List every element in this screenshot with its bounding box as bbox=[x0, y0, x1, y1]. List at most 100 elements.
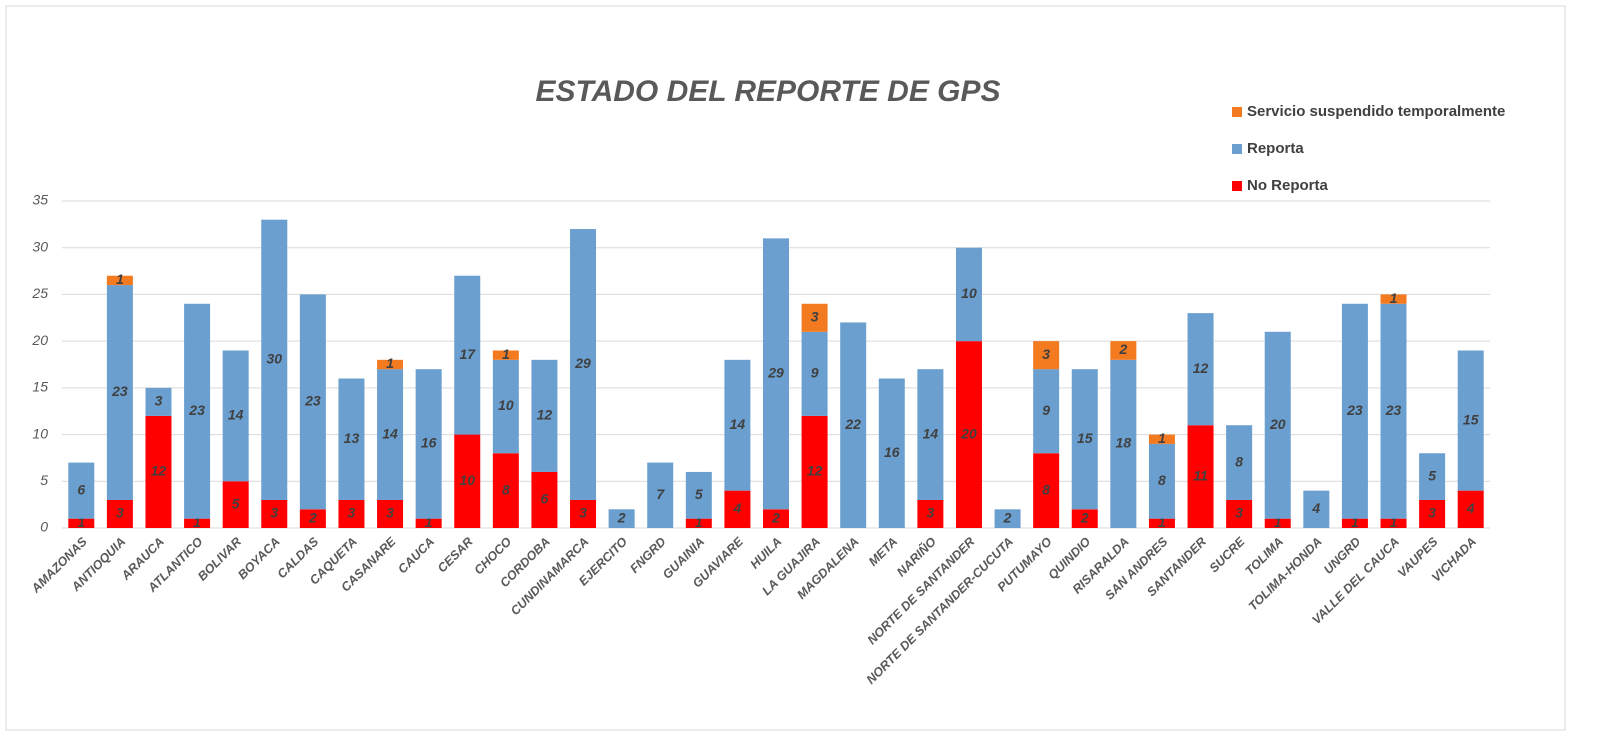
bar-segment bbox=[801, 331, 828, 416]
data-label: 1 bbox=[425, 514, 433, 530]
legend-swatch bbox=[1232, 144, 1242, 154]
data-label: 10 bbox=[459, 472, 475, 488]
data-label: 5 bbox=[695, 486, 703, 502]
bar-segment bbox=[299, 509, 326, 528]
data-label: 3 bbox=[1428, 505, 1436, 521]
data-label: 9 bbox=[811, 365, 819, 381]
bar-segment bbox=[1380, 518, 1407, 528]
y-tick-label: 35 bbox=[32, 192, 48, 208]
y-tick-label: 10 bbox=[32, 425, 48, 441]
data-label: 8 bbox=[1158, 472, 1166, 488]
bar-segment bbox=[184, 303, 211, 519]
bar-segment bbox=[801, 303, 828, 332]
bar-segment bbox=[531, 359, 558, 472]
data-label: 23 bbox=[1385, 402, 1402, 418]
bar-segment bbox=[377, 359, 404, 370]
bar-segment bbox=[1457, 350, 1484, 491]
bar-segment bbox=[647, 462, 674, 528]
bar-segment bbox=[531, 471, 558, 528]
bar-segment bbox=[338, 499, 365, 528]
data-label: 3 bbox=[811, 308, 819, 324]
bar-segment bbox=[106, 499, 133, 528]
data-label: 5 bbox=[232, 495, 240, 511]
y-tick-label: 30 bbox=[32, 238, 48, 254]
data-label: 3 bbox=[926, 505, 934, 521]
data-label: 18 bbox=[1116, 435, 1132, 451]
data-label: 10 bbox=[961, 285, 977, 301]
bar-segment bbox=[454, 275, 481, 435]
bar-segment bbox=[1148, 434, 1175, 444]
data-label: 23 bbox=[304, 393, 321, 409]
data-label: 14 bbox=[730, 416, 746, 432]
data-label: 17 bbox=[459, 346, 476, 362]
data-label: 3 bbox=[348, 505, 356, 521]
bar-segment bbox=[917, 499, 944, 528]
bar-segment bbox=[1380, 294, 1407, 304]
bar-segment bbox=[261, 499, 288, 528]
data-label: 15 bbox=[1077, 430, 1093, 446]
bar-segment bbox=[570, 499, 597, 528]
data-label: 8 bbox=[1042, 481, 1050, 497]
bar-segment bbox=[840, 322, 867, 528]
data-label: 2 bbox=[617, 509, 626, 525]
bar-segment bbox=[801, 415, 828, 528]
data-label: 3 bbox=[1235, 505, 1243, 521]
bar-segment bbox=[1110, 359, 1137, 528]
data-label: 12 bbox=[807, 463, 823, 479]
data-label: 4 bbox=[1311, 500, 1320, 516]
data-label: 12 bbox=[151, 463, 167, 479]
data-label: 1 bbox=[193, 514, 201, 530]
data-label: 15 bbox=[1463, 411, 1479, 427]
bar-segment bbox=[1148, 518, 1175, 528]
bar-segment bbox=[222, 481, 249, 528]
bar-segment bbox=[1264, 331, 1291, 519]
bar-segment bbox=[1110, 341, 1137, 360]
bar-segment bbox=[1264, 518, 1291, 528]
data-label: 13 bbox=[344, 430, 360, 446]
bar-segment bbox=[1187, 313, 1214, 426]
bar-segment bbox=[1033, 453, 1060, 528]
data-label: 1 bbox=[1158, 514, 1166, 530]
bar-segment bbox=[1341, 303, 1368, 519]
bar-segment bbox=[994, 509, 1021, 528]
data-label: 8 bbox=[1235, 453, 1243, 469]
y-tick-label: 0 bbox=[40, 519, 48, 535]
y-tick-label: 15 bbox=[32, 379, 48, 395]
data-label: 23 bbox=[111, 383, 128, 399]
data-label: 3 bbox=[116, 505, 124, 521]
data-label: 1 bbox=[1390, 290, 1398, 306]
data-label: 3 bbox=[270, 505, 278, 521]
data-label: 1 bbox=[116, 271, 124, 287]
bar-segment bbox=[261, 219, 288, 500]
data-label: 16 bbox=[421, 435, 437, 451]
bar-segment bbox=[1033, 369, 1060, 454]
bar-segment bbox=[454, 434, 481, 528]
data-label: 8 bbox=[502, 481, 510, 497]
bar-segment bbox=[106, 275, 133, 286]
data-label: 1 bbox=[1390, 514, 1398, 530]
bar-segment bbox=[415, 518, 442, 528]
bar-segment bbox=[338, 378, 365, 500]
bar-segment bbox=[492, 453, 519, 528]
data-label: 3 bbox=[155, 393, 163, 409]
data-label: 10 bbox=[498, 397, 514, 413]
bar-segment bbox=[878, 378, 905, 528]
data-label: 3 bbox=[579, 505, 587, 521]
legend-label: Servicio suspendido temporalmente bbox=[1247, 103, 1505, 120]
data-label: 12 bbox=[1193, 360, 1209, 376]
bar-segment bbox=[1226, 425, 1253, 500]
y-tick-label: 20 bbox=[31, 332, 48, 348]
chart-title: ESTADO DEL REPORTE DE GPS bbox=[535, 75, 1000, 108]
data-label: 2 bbox=[1118, 341, 1127, 357]
bar-segment bbox=[1148, 443, 1175, 519]
legend-swatch bbox=[1232, 181, 1242, 191]
y-tick-label: 5 bbox=[40, 472, 48, 488]
data-label: 3 bbox=[1042, 346, 1050, 362]
bar-segment bbox=[1303, 490, 1330, 528]
data-label: 14 bbox=[228, 407, 244, 423]
data-label: 14 bbox=[923, 425, 939, 441]
data-label: 23 bbox=[1346, 402, 1363, 418]
bar-segment bbox=[1071, 509, 1098, 528]
bar-segment bbox=[68, 462, 95, 519]
